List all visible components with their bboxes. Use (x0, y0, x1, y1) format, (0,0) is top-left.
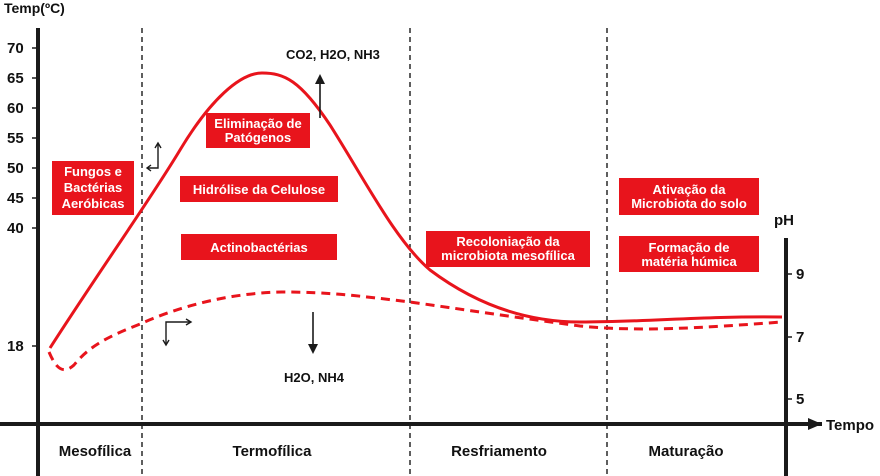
arrow-down-icon (308, 312, 318, 354)
label-ativacao-microbiota: Ativação da Microbiota do solo (619, 178, 759, 215)
elbow-arrow-up-icon (145, 141, 162, 172)
label-fungos-bacterias: Fungos e Bactérias Aeróbicas (52, 161, 134, 215)
y-left-ticks (32, 47, 38, 347)
label-hidrolise-celulose: Hidrólise da Celulose (180, 176, 338, 202)
svg-text:Bactérias: Bactérias (64, 180, 123, 195)
x-axis-title: Tempo (826, 417, 874, 434)
label-actinobacterias: Actinobactérias (181, 234, 337, 260)
y-left-tick-65: 65 (7, 70, 24, 87)
y-right-tick-9: 9 (796, 266, 804, 283)
phase-label-termofilica: Termofílica (233, 443, 313, 460)
phase-label-resfriamento: Resfriamento (451, 443, 547, 460)
arrow-up-icon (315, 74, 325, 118)
svg-text:Aeróbicas: Aeróbicas (62, 196, 125, 211)
phase-label-maturacao: Maturação (648, 443, 723, 460)
y-left-tick-50: 50 (7, 160, 24, 177)
elbow-arrow-right-icon (162, 318, 193, 347)
svg-text:Formação de: Formação de (649, 240, 730, 255)
y-axis-left-title: Temp(ºC) (4, 0, 65, 16)
temperature-curve (48, 71, 783, 349)
y-right-tick-7: 7 (796, 329, 804, 346)
x-axis-arrowhead (808, 418, 822, 430)
svg-text:Recoloniação da: Recoloniação da (456, 234, 560, 249)
gases-absorbed-label: H2O, NH4 (284, 370, 345, 385)
label-recoloniacao: Recoloniação da microbiota mesofílica (426, 231, 590, 267)
y-right-ticks (786, 273, 792, 400)
phase-label-mesofilica: Mesofílica (59, 443, 132, 460)
ph-curve (47, 290, 783, 372)
svg-text:Patógenos: Patógenos (225, 130, 291, 145)
gases-released-label: CO2, H2O, NH3 (286, 47, 380, 62)
label-eliminacao-patogenos: Eliminação de Patógenos (206, 113, 310, 148)
y-left-tick-18: 18 (7, 338, 24, 355)
svg-text:Fungos e: Fungos e (64, 164, 122, 179)
label-formacao-materia: Formação de matéria húmica (619, 236, 759, 272)
y-axis-right-title: pH (774, 212, 794, 229)
y-left-tick-60: 60 (7, 100, 24, 117)
svg-text:Hidrólise da Celulose: Hidrólise da Celulose (193, 182, 325, 197)
y-left-tick-70: 70 (7, 40, 24, 57)
y-left-tick-45: 45 (7, 190, 24, 207)
svg-text:Eliminação de: Eliminação de (214, 116, 301, 131)
svg-text:Ativação da: Ativação da (653, 182, 727, 197)
y-right-tick-5: 5 (796, 391, 804, 408)
svg-text:Microbiota do solo: Microbiota do solo (631, 196, 747, 211)
y-left-tick-55: 55 (7, 130, 24, 147)
svg-text:matéria húmica: matéria húmica (641, 254, 737, 269)
svg-text:Actinobactérias: Actinobactérias (210, 240, 308, 255)
y-left-tick-40: 40 (7, 220, 24, 237)
svg-text:microbiota mesofílica: microbiota mesofílica (441, 248, 575, 263)
